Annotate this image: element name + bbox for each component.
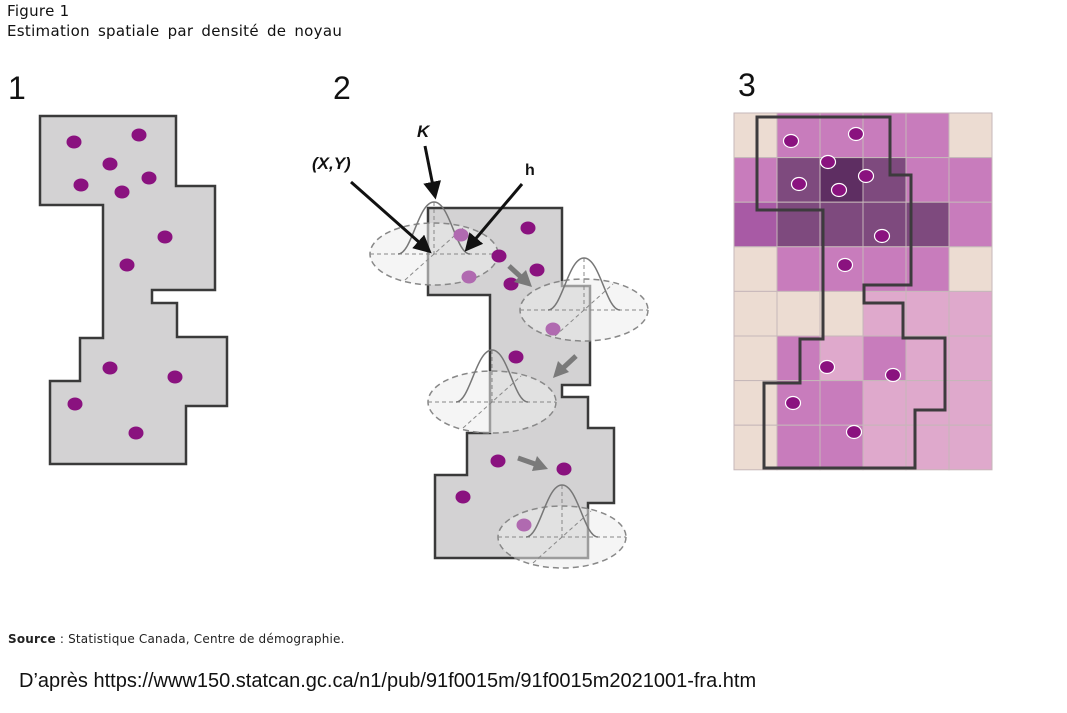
- panel-1-polygon: [38, 114, 229, 466]
- data-point: [455, 490, 471, 504]
- grid-cell: [905, 201, 950, 248]
- data-point: [847, 126, 865, 142]
- movement-arrow: [517, 455, 548, 471]
- grid-cell: [819, 201, 864, 248]
- label-bandwidth-h: h: [525, 162, 535, 179]
- grid-cell: [905, 157, 950, 203]
- data-point: [884, 367, 902, 383]
- grid-cell: [733, 380, 778, 426]
- panel-number-1: 1: [8, 70, 26, 106]
- data-point: [490, 454, 506, 468]
- arrow-xy: [350, 180, 432, 254]
- panel-2-diagram: (X,Y) K h: [312, 122, 649, 569]
- data-point: [529, 263, 545, 277]
- grid-cell: [948, 424, 993, 471]
- grid-cell: [776, 246, 821, 292]
- grid-cell: [905, 424, 950, 471]
- annotation-arrows: [350, 145, 524, 254]
- movement-arrow: [553, 354, 578, 378]
- data-point: [784, 395, 802, 411]
- grid-cell: [905, 335, 950, 382]
- grid-cell: [905, 246, 950, 292]
- grid-cell: [862, 380, 907, 426]
- data-point: [102, 361, 118, 375]
- data-point: [67, 397, 83, 411]
- panel-3-polygon-outline: [755, 115, 947, 470]
- grid-cell: [948, 246, 993, 292]
- movement-arrow: [507, 264, 532, 287]
- data-point: [102, 157, 118, 171]
- credit-line: D’après https://www150.statcan.gc.ca/n1/…: [19, 670, 757, 692]
- grid-cell: [819, 380, 864, 426]
- label-point-xy: (X,Y): [312, 154, 351, 173]
- grid-cell: [948, 112, 993, 159]
- data-point: [114, 185, 130, 199]
- label-kernel-k: K: [417, 122, 431, 141]
- data-point: [73, 178, 89, 192]
- grid-cell: [948, 335, 993, 382]
- data-point: [520, 221, 536, 235]
- grid-cell: [776, 424, 821, 471]
- data-point: [857, 168, 875, 184]
- data-point: [503, 277, 519, 291]
- data-point: [836, 257, 854, 273]
- grid-cell: [948, 157, 993, 203]
- grid-cell: [948, 201, 993, 248]
- source-prefix: Source: [8, 632, 56, 646]
- data-point: [491, 249, 507, 263]
- panel-3-diagram: [733, 112, 993, 471]
- data-point: [128, 426, 144, 440]
- data-point: [516, 518, 532, 532]
- grid-cell: [862, 290, 907, 337]
- figure-title: Estimation spatiale par densité de noyau: [7, 22, 343, 40]
- data-point: [556, 462, 572, 476]
- grid-cell: [948, 290, 993, 337]
- data-point: [461, 270, 477, 284]
- data-point: [119, 258, 135, 272]
- grid-cell: [948, 380, 993, 426]
- panel-number-3: 3: [738, 67, 756, 103]
- data-point: [157, 230, 173, 244]
- grid-cell: [733, 335, 778, 382]
- arrow-h: [464, 183, 524, 252]
- movement-arrows: [507, 264, 578, 471]
- grid-cell: [733, 246, 778, 292]
- data-point: [819, 154, 837, 170]
- data-point: [167, 370, 183, 384]
- figure-label: Figure 1: [7, 2, 70, 20]
- grid-cell: [862, 424, 907, 471]
- data-point: [873, 228, 891, 244]
- data-point: [508, 350, 524, 364]
- kernel-3: [427, 349, 557, 434]
- grid-cell: [862, 112, 907, 159]
- source-note: Source : Statistique Canada, Centre de d…: [8, 632, 345, 646]
- source-text: : Statistique Canada, Centre de démograp…: [55, 632, 345, 646]
- data-point: [790, 176, 808, 192]
- data-point: [818, 359, 836, 375]
- panel-1-diagram: [38, 114, 229, 466]
- data-point: [845, 424, 863, 440]
- grid-cell: [733, 290, 778, 337]
- data-point: [453, 228, 469, 242]
- grid-cell: [905, 290, 950, 337]
- grid-cell: [819, 290, 864, 337]
- grid-cell: [776, 290, 821, 337]
- data-point: [545, 322, 561, 336]
- arrow-k: [423, 145, 442, 200]
- grid-cell: [905, 380, 950, 426]
- grid-cell: [733, 424, 778, 471]
- data-point: [830, 182, 848, 198]
- data-point: [782, 133, 800, 149]
- panel-number-2: 2: [333, 70, 351, 106]
- data-point: [131, 128, 147, 142]
- panel-1-points: [66, 128, 183, 440]
- data-point: [141, 171, 157, 185]
- panel-3-points: [782, 126, 902, 440]
- grid-cell: [905, 112, 950, 159]
- grid-cell: [776, 112, 821, 159]
- data-point: [66, 135, 82, 149]
